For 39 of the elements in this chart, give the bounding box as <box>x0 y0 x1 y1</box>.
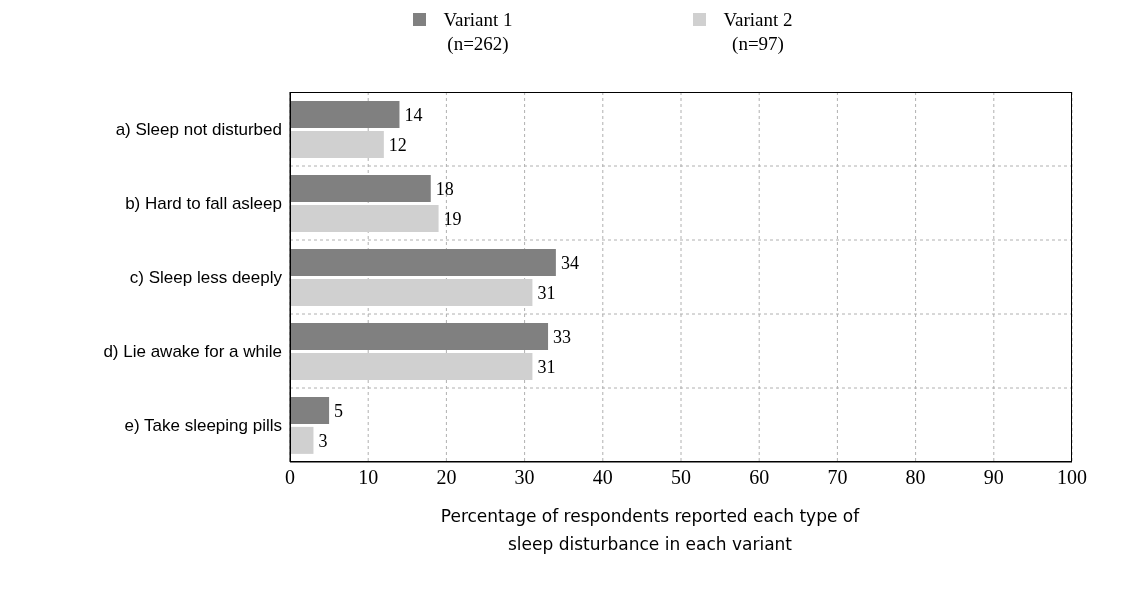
bar <box>290 278 533 306</box>
data-label: 31 <box>537 282 556 303</box>
y-tick-label: a) Sleep not disturbed <box>115 120 282 140</box>
bar <box>290 130 384 158</box>
data-label: 3 <box>318 430 328 451</box>
x-axis-title: Percentage of respondents reported each type of sleep disturbance in each variant <box>439 505 861 556</box>
bar <box>290 174 431 202</box>
x-tick-label: 0 <box>285 466 295 489</box>
bar <box>290 426 314 454</box>
data-label: 34 <box>560 252 579 273</box>
x-tick-label: 30 <box>514 466 535 489</box>
x-tick-label: 60 <box>749 466 770 489</box>
bar <box>290 322 549 350</box>
legend-label: Variant 2 (n=97) <box>722 8 794 56</box>
bar <box>290 100 400 128</box>
data-label: 14 <box>404 104 423 125</box>
legend-label: Variant 1 (n=262) <box>442 8 514 56</box>
data-label: 12 <box>388 134 407 155</box>
x-tick-label: 80 <box>905 466 926 489</box>
bar <box>290 396 330 424</box>
data-label: 31 <box>537 356 556 377</box>
x-tick-label: 20 <box>436 466 457 489</box>
x-tick-label: 10 <box>358 466 379 489</box>
x-tick-label: 90 <box>983 466 1004 489</box>
bar <box>290 248 556 276</box>
data-label: 5 <box>334 400 344 421</box>
bar <box>290 352 533 380</box>
data-label: 18 <box>435 178 454 199</box>
bar <box>290 204 439 232</box>
x-tick-label: 50 <box>671 466 691 489</box>
y-tick-label: d) Lie awake for a while <box>103 342 282 362</box>
x-tick-label: 40 <box>592 466 613 489</box>
y-tick-label: e) Take sleeping pills <box>124 416 282 436</box>
x-tick-label: 70 <box>827 466 848 489</box>
x-tick-label: 100 <box>1057 466 1087 489</box>
data-label: 33 <box>553 326 572 347</box>
y-tick-label: b) Hard to fall asleep <box>125 194 282 214</box>
data-label: 19 <box>443 208 462 229</box>
y-tick-label: c) Sleep less deeply <box>129 268 283 288</box>
